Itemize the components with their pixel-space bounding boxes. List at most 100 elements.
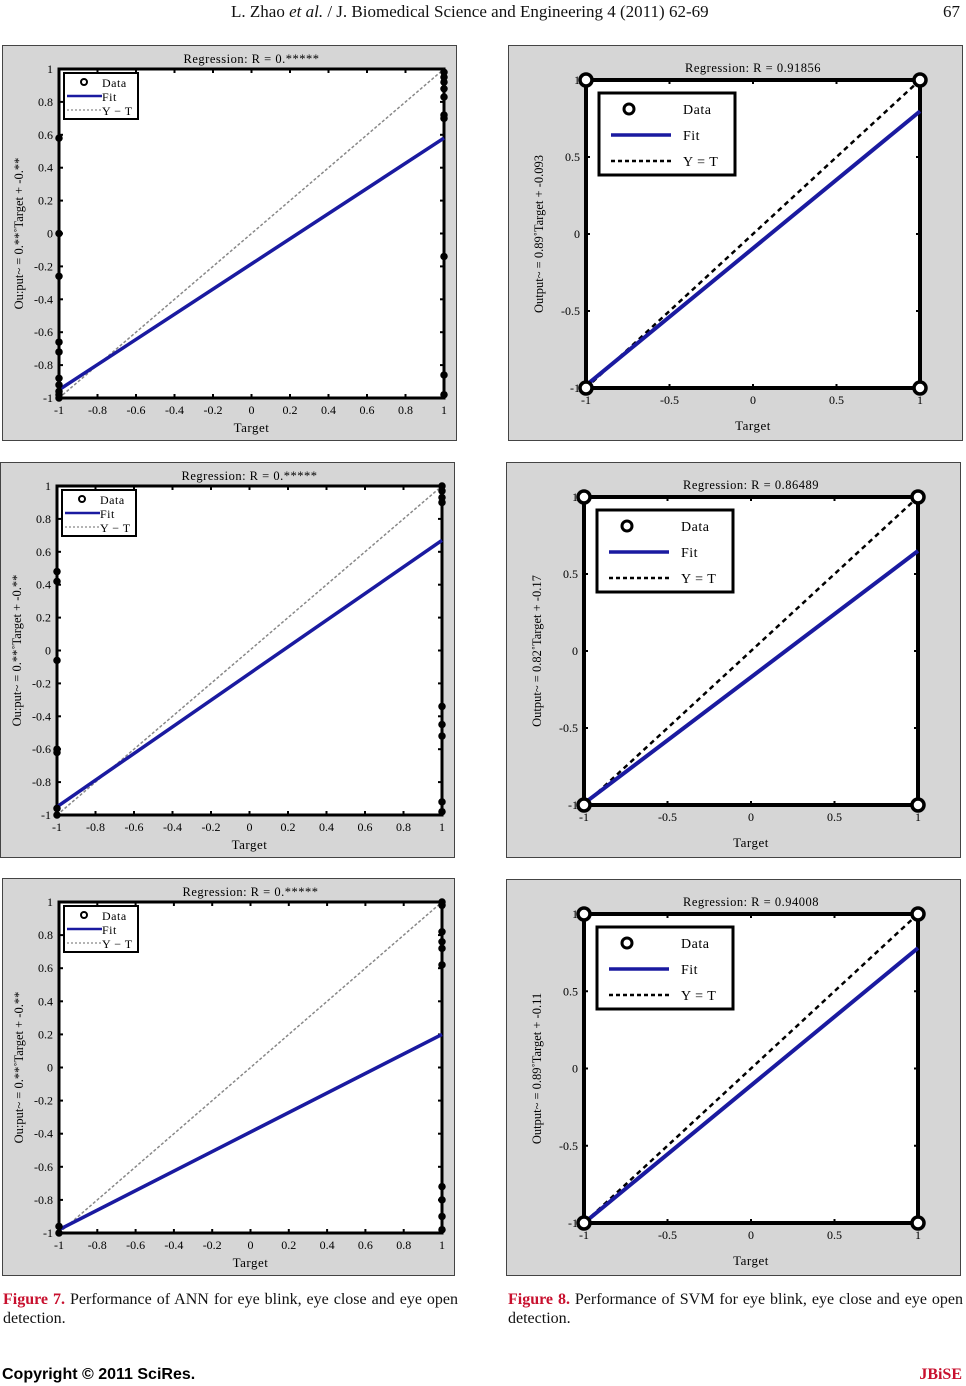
y-tick-label: 1 bbox=[47, 62, 53, 76]
header-authors: L. Zhao bbox=[231, 2, 290, 21]
legend-label: Data bbox=[102, 76, 127, 90]
chart-svg: Regression: R = 0.94008 Target Output~ = 0… bbox=[530, 895, 926, 1268]
data-point bbox=[438, 807, 446, 816]
data-point bbox=[440, 93, 448, 101]
running-header: L. Zhao et al. / J. Biomedical Science a… bbox=[231, 2, 709, 22]
y-tick-label: 0 bbox=[572, 1062, 578, 1076]
x-tick-label: 0.6 bbox=[358, 1238, 373, 1252]
x-tick-label: 1 bbox=[439, 820, 445, 834]
data-point bbox=[53, 577, 61, 586]
x-tick-label: 0.4 bbox=[320, 1238, 335, 1252]
y-tick-label: -0.8 bbox=[34, 1193, 53, 1207]
data-point bbox=[438, 944, 446, 953]
data-point bbox=[438, 1225, 446, 1234]
chart-svg: Regression: R = 0.***** Target Ou:put~ = 0… bbox=[10, 469, 446, 852]
figure-8-caption: Figure 8. Performance of SVM for eye bli… bbox=[508, 1290, 963, 1328]
data-point bbox=[55, 338, 63, 346]
y-tick-label: 0.5 bbox=[565, 150, 580, 164]
x-tick-label: -1 bbox=[52, 820, 62, 834]
data-point bbox=[912, 72, 928, 88]
identity-line bbox=[583, 496, 919, 806]
data-point bbox=[576, 1215, 592, 1231]
data-point bbox=[438, 901, 446, 910]
y-tick-label: -0.4 bbox=[32, 709, 51, 723]
y-tick-label: 0 bbox=[47, 1061, 53, 1075]
y-axis-label: Ou:put~ = 0.**˚Target + -0.** bbox=[12, 992, 26, 1144]
data-point bbox=[912, 380, 928, 396]
chart-title: Regression: R = 0.86489 bbox=[683, 478, 819, 492]
data-point bbox=[53, 656, 61, 665]
x-tick-label: 0.8 bbox=[398, 403, 413, 417]
x-tick-label: -0.2 bbox=[202, 820, 221, 834]
x-tick-label: -1 bbox=[54, 403, 64, 417]
data-point bbox=[438, 961, 446, 969]
legend-data-marker bbox=[620, 936, 634, 950]
data-point bbox=[55, 272, 63, 281]
x-tick-label: 0.2 bbox=[283, 403, 298, 417]
x-tick-label: 1 bbox=[441, 403, 447, 417]
legend-label: Data bbox=[102, 909, 127, 923]
x-tick-label: -0.6 bbox=[126, 1238, 145, 1252]
x-tick-label: 1 bbox=[439, 1238, 445, 1252]
copyright: Copyright © 2011 SciRes. bbox=[2, 1366, 196, 1383]
x-tick-label: 0 bbox=[248, 1238, 254, 1252]
y-axis-label: Output~ = 0.82˚Target + -0.17 bbox=[530, 575, 544, 727]
y-axis-label: Ou:put~ = 0.**˚Target + -0.** bbox=[10, 575, 24, 727]
x-axis-label: Target bbox=[733, 835, 769, 850]
x-tick-label: 0.8 bbox=[396, 1238, 411, 1252]
chart-ann-blink: Regression: R = 0.***** Target Ou:put~ = 0… bbox=[2, 45, 457, 441]
y-tick-label: -0.2 bbox=[32, 676, 51, 690]
data-point bbox=[438, 798, 446, 806]
x-tick-label: -0.8 bbox=[88, 1238, 107, 1252]
legend-label: Y = T bbox=[681, 989, 716, 1004]
data-point bbox=[438, 498, 446, 507]
y-tick-label: 0.2 bbox=[38, 1027, 53, 1041]
x-tick-label: -0.6 bbox=[125, 820, 144, 834]
y-tick-label: -0.6 bbox=[34, 1160, 53, 1174]
x-tick-label: -0.5 bbox=[660, 393, 679, 407]
y-axis-label: Output~ = 0.89˚Target + -0.11 bbox=[530, 993, 544, 1144]
data-point bbox=[55, 348, 63, 356]
x-axis-label: Target bbox=[234, 420, 270, 435]
data-point bbox=[438, 928, 446, 936]
y-tick-label: -1 bbox=[43, 1226, 53, 1240]
legend-label: Fit bbox=[100, 507, 115, 521]
x-tick-label: -0.4 bbox=[165, 403, 184, 417]
chart-svg: Regression: R = 0.86489 Target Output~ = 0… bbox=[530, 478, 926, 850]
x-axis-label: Target bbox=[232, 837, 268, 852]
legend-label: Data bbox=[683, 103, 712, 118]
data-point bbox=[55, 394, 63, 402]
y-tick-label: -0.6 bbox=[34, 325, 53, 339]
legend-data-marker bbox=[622, 102, 636, 116]
data-point bbox=[53, 804, 61, 813]
legend-data-marker bbox=[80, 78, 88, 86]
y-tick-label: -0.6 bbox=[32, 742, 51, 756]
legend-data-marker bbox=[80, 911, 88, 919]
y-tick-label: 0 bbox=[45, 644, 51, 658]
data-point bbox=[55, 1229, 63, 1237]
x-tick-label: -0.8 bbox=[88, 403, 107, 417]
y-tick-label: -0.8 bbox=[34, 358, 53, 372]
x-tick-label: -0.8 bbox=[86, 820, 105, 834]
identity-line bbox=[56, 485, 443, 816]
y-tick-label: 1 bbox=[574, 73, 580, 87]
y-tick-label: -0.2 bbox=[34, 1094, 53, 1108]
x-tick-label: 0.5 bbox=[827, 1228, 842, 1242]
chart-title: Regression: R = 0.***** bbox=[182, 469, 318, 483]
chart-svm-open: Regression: R = 0.94008 Target Output~ = 0… bbox=[506, 879, 961, 1276]
data-point bbox=[440, 114, 448, 123]
legend-label: Data bbox=[681, 937, 710, 952]
y-tick-label: 0.4 bbox=[36, 578, 51, 592]
header-journal: / J. Biomedical Science and Engineering … bbox=[323, 2, 709, 21]
legend-label: Y − T bbox=[102, 937, 133, 951]
x-tick-label: 0.6 bbox=[358, 820, 373, 834]
data-point bbox=[910, 797, 926, 813]
identity-line bbox=[583, 913, 919, 1224]
y-axis-label: Output~ = 0.89˚Target + -0.093 bbox=[532, 155, 546, 313]
page-number: 67 bbox=[943, 2, 960, 21]
data-point bbox=[438, 702, 446, 711]
x-tick-label: 0 bbox=[750, 393, 756, 407]
fit-line bbox=[58, 1032, 443, 1232]
data-point bbox=[438, 1182, 446, 1191]
